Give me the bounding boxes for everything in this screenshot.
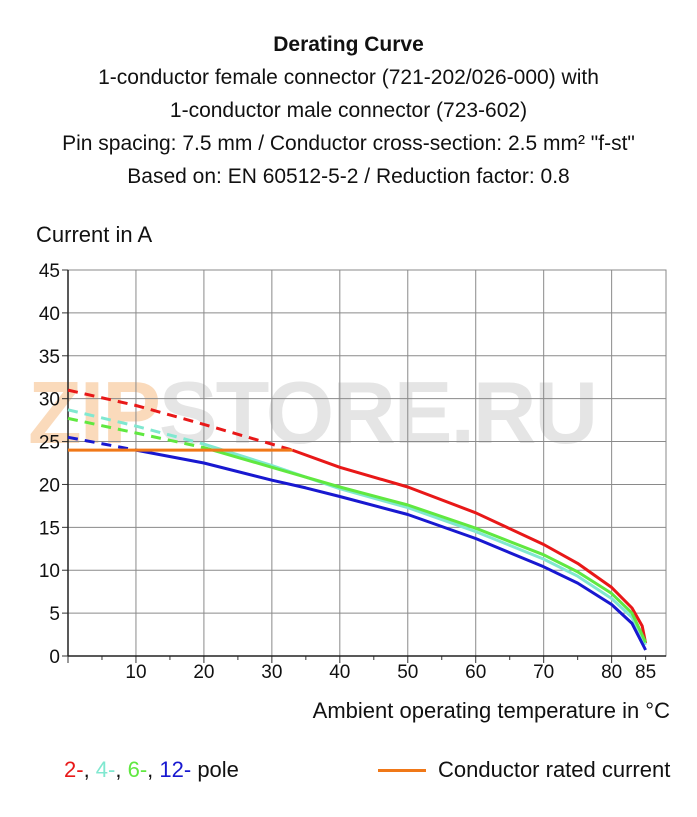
- subtitle-line-4: Based on: EN 60512-5-2 / Reduction facto…: [127, 165, 570, 188]
- x-tick-label-20: 20: [193, 662, 214, 683]
- legend-pole-2: 2-: [64, 757, 84, 782]
- watermark-part1: ZIP: [28, 363, 161, 462]
- plot-frame: [67, 269, 667, 657]
- x-tick-label-80: 80: [601, 662, 622, 683]
- x-axis-label: Ambient operating temperature in °C: [313, 698, 670, 723]
- legend-sep-3: ,: [147, 757, 160, 782]
- derating-chart: 0 5 10 15 20 25 30 35 40 45 10 20 30 40 50 60 70 80 85 Curr…: [36, 222, 670, 723]
- subtitle-line-3: Pin spacing: 7.5 mm / Conductor cross-se…: [62, 132, 635, 155]
- chart-title: Derating Curve: [273, 33, 424, 56]
- y-tick-label-0: 0: [49, 647, 60, 668]
- y-tick-label-35: 35: [39, 347, 60, 368]
- y-axis-label: Current in A: [36, 222, 152, 247]
- series-1-dashed: [67, 388, 293, 452]
- series-4-dashed: [67, 435, 137, 452]
- legend-pole-12: 12-: [159, 757, 192, 782]
- legend-rated-label: Conductor rated current: [438, 757, 671, 782]
- x-tick-label-85: 85: [635, 662, 656, 683]
- subtitle-line-1: 1-conductor female connector (721-202/02…: [98, 66, 599, 89]
- series-4-solid: [135, 448, 647, 651]
- watermark: ZIPSTORE.RU: [28, 362, 598, 464]
- y-tick-label-15: 15: [39, 518, 60, 539]
- x-tick-label-60: 60: [465, 662, 486, 683]
- x-tick-label-40: 40: [329, 662, 350, 683]
- y-tick-label-40: 40: [39, 304, 60, 325]
- legend-pole-suffix: pole: [197, 757, 239, 782]
- x-tick-label-50: 50: [397, 662, 418, 683]
- y-tick-label-10: 10: [39, 561, 60, 582]
- series-2-dashed: [67, 408, 205, 446]
- x-tick-label-70: 70: [533, 662, 554, 683]
- y-tick-label-25: 25: [39, 433, 60, 454]
- legend-sep-1: ,: [83, 757, 96, 782]
- x-tick-label-30: 30: [261, 662, 282, 683]
- legend-rated: Conductor rated current: [378, 757, 670, 783]
- y-tick-label-45: 45: [39, 261, 60, 282]
- legend-sep-2: ,: [115, 757, 128, 782]
- watermark-part2: STORE.RU: [158, 363, 598, 462]
- y-tick-label-30: 30: [39, 390, 60, 411]
- legend-pole-6: 6-: [127, 757, 148, 782]
- y-tick-label-5: 5: [49, 604, 60, 625]
- title-block: Derating Curve 1-conductor female connec…: [0, 28, 697, 193]
- y-tick-label-20: 20: [39, 475, 60, 496]
- legend-poles: 2-, 4-, 6-, 12- pole: [64, 757, 239, 783]
- legend-rated-line: [378, 768, 426, 772]
- legend-pole-4: 4-: [95, 757, 116, 782]
- series-3-dashed: [67, 416, 205, 450]
- subtitle-line-2: 1-conductor male connector (723-602): [169, 99, 528, 122]
- series-2-solid: [203, 442, 647, 646]
- series-3-solid: [203, 446, 647, 643]
- x-tick-label-10: 10: [125, 662, 146, 683]
- series-1-solid: [291, 448, 648, 644]
